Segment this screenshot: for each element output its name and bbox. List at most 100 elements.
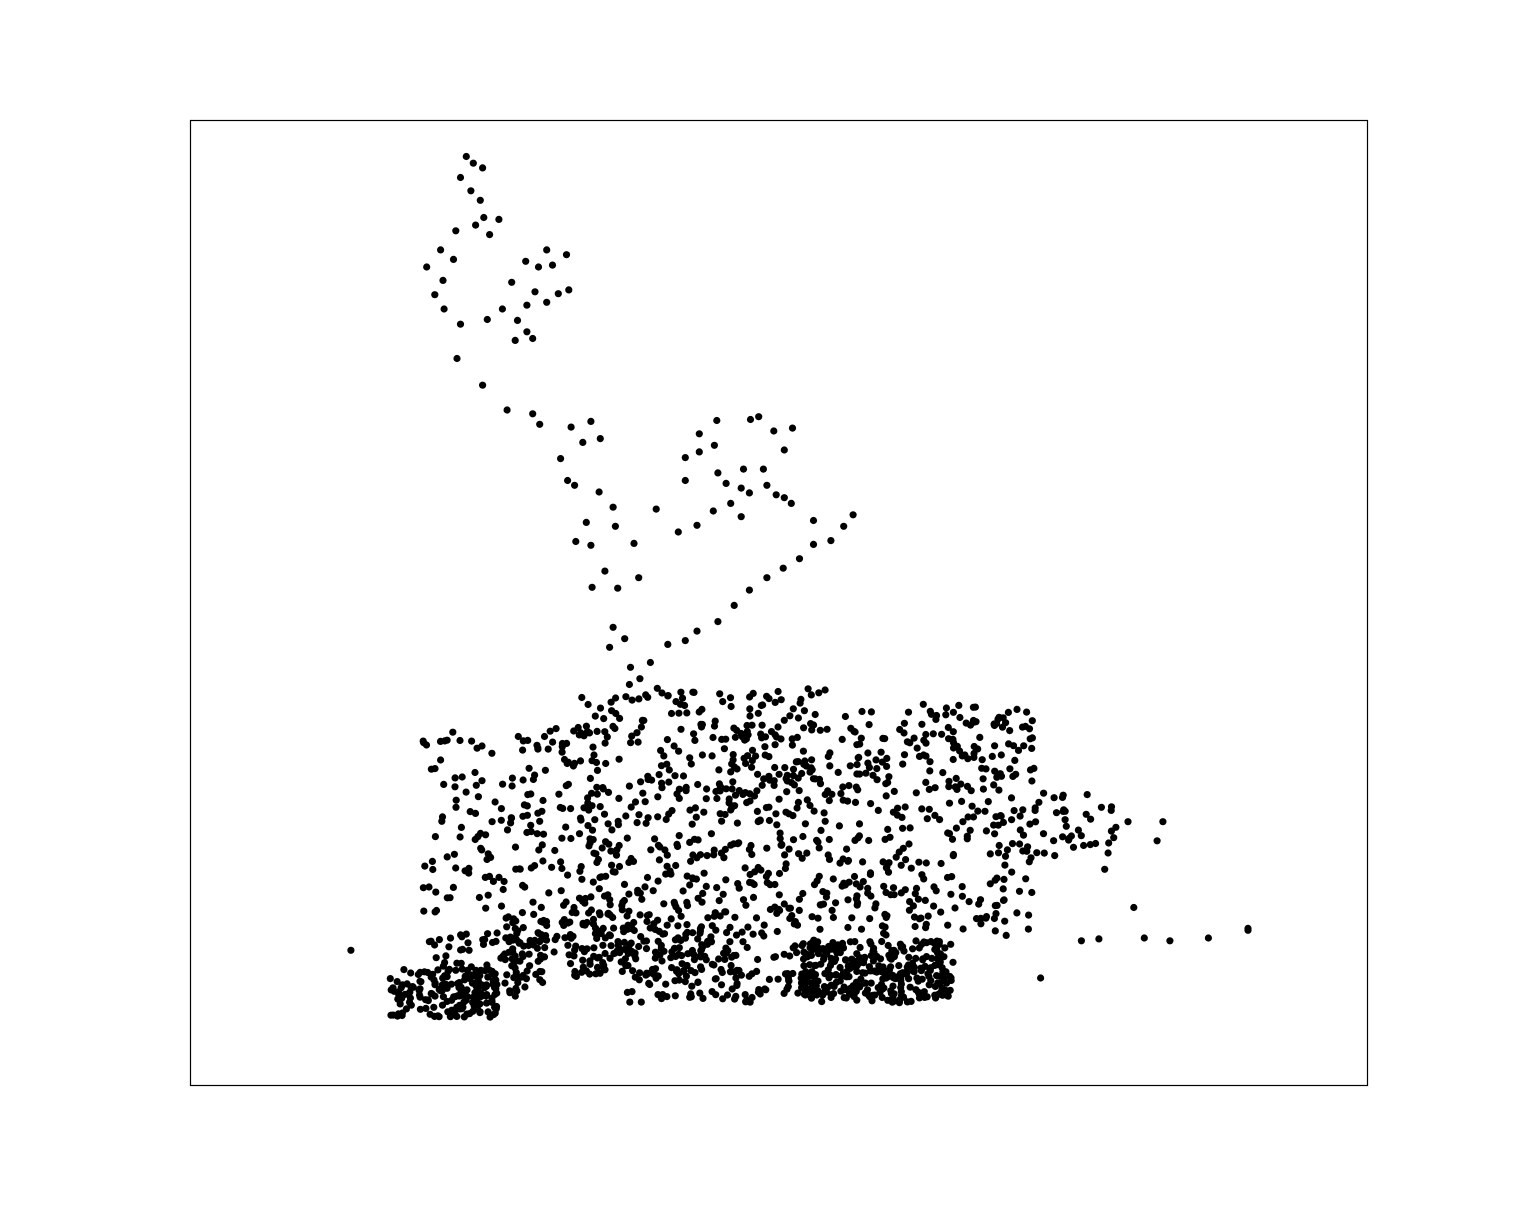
data-point bbox=[713, 794, 721, 803]
data-point bbox=[879, 858, 887, 866]
data-point bbox=[414, 970, 422, 979]
data-point bbox=[678, 694, 687, 702]
data-point bbox=[898, 813, 906, 822]
data-point bbox=[845, 782, 853, 790]
data-point bbox=[539, 978, 547, 987]
data-point bbox=[722, 876, 730, 884]
data-point bbox=[1012, 770, 1020, 778]
data-point bbox=[1083, 791, 1091, 799]
data-point bbox=[422, 741, 431, 749]
data-point bbox=[482, 831, 490, 839]
data-point bbox=[869, 957, 878, 965]
data-point bbox=[890, 953, 899, 961]
data-point bbox=[682, 787, 690, 795]
data-point bbox=[738, 928, 746, 936]
data-point bbox=[584, 794, 592, 802]
data-point bbox=[663, 921, 671, 929]
data-point bbox=[609, 503, 617, 511]
data-point bbox=[722, 785, 730, 793]
data-point bbox=[746, 712, 754, 720]
data-point bbox=[484, 973, 492, 981]
data-point bbox=[951, 783, 959, 791]
data-point bbox=[484, 891, 492, 899]
data-point bbox=[456, 833, 464, 841]
data-point bbox=[958, 883, 966, 891]
data-point bbox=[525, 764, 533, 772]
data-point bbox=[945, 777, 953, 785]
data-point bbox=[642, 937, 651, 945]
data-point bbox=[508, 278, 516, 286]
data-point bbox=[697, 723, 706, 731]
data-point bbox=[588, 757, 596, 765]
data-point bbox=[822, 988, 831, 996]
data-point bbox=[683, 709, 691, 717]
data-point bbox=[576, 757, 585, 765]
data-point bbox=[831, 942, 839, 950]
data-point bbox=[682, 930, 690, 938]
data-point bbox=[741, 736, 749, 744]
data-point bbox=[910, 968, 918, 976]
data-point bbox=[754, 955, 762, 964]
data-point bbox=[829, 875, 837, 883]
data-point bbox=[1024, 925, 1032, 933]
data-point bbox=[641, 798, 649, 806]
data-point bbox=[437, 756, 445, 764]
data-point bbox=[475, 893, 483, 902]
data-point bbox=[1008, 816, 1016, 824]
data-point bbox=[500, 877, 508, 886]
data-point bbox=[787, 779, 796, 787]
data-point bbox=[668, 807, 676, 815]
data-point bbox=[979, 775, 987, 783]
data-point bbox=[811, 710, 819, 719]
data-point bbox=[762, 986, 770, 994]
data-point bbox=[901, 886, 909, 894]
data-point bbox=[489, 877, 497, 886]
data-point bbox=[804, 685, 812, 693]
data-point bbox=[422, 1004, 430, 1013]
data-point bbox=[521, 883, 529, 891]
data-point bbox=[646, 658, 655, 667]
data-point bbox=[614, 938, 622, 946]
data-point bbox=[814, 950, 823, 958]
data-point bbox=[426, 1010, 434, 1018]
data-point bbox=[620, 938, 629, 947]
data-point bbox=[642, 819, 650, 827]
data-point bbox=[798, 970, 806, 978]
data-point bbox=[601, 567, 609, 575]
data-point bbox=[513, 929, 521, 938]
data-point bbox=[416, 1005, 424, 1013]
data-point bbox=[730, 601, 738, 610]
data-point bbox=[770, 427, 778, 435]
data-point bbox=[754, 770, 762, 778]
data-point bbox=[449, 883, 457, 892]
data-point bbox=[441, 959, 449, 967]
data-point bbox=[543, 298, 551, 306]
data-point bbox=[493, 1002, 501, 1011]
data-point bbox=[723, 991, 732, 999]
outlier-point bbox=[1140, 934, 1148, 942]
data-point bbox=[657, 746, 665, 755]
data-point bbox=[1019, 806, 1027, 814]
data-point bbox=[438, 981, 446, 989]
data-point bbox=[828, 906, 836, 915]
data-point bbox=[699, 889, 707, 898]
data-point bbox=[599, 784, 607, 792]
data-point bbox=[799, 832, 807, 841]
data-point bbox=[592, 970, 600, 978]
data-point bbox=[712, 926, 720, 934]
data-point bbox=[671, 992, 679, 1000]
data-point bbox=[651, 835, 659, 843]
data-point bbox=[607, 847, 615, 855]
data-point bbox=[726, 694, 735, 702]
data-point bbox=[445, 943, 453, 951]
data-point bbox=[773, 821, 781, 829]
data-point bbox=[849, 511, 857, 519]
data-point bbox=[546, 727, 554, 735]
data-points bbox=[347, 152, 1252, 1021]
data-point bbox=[859, 858, 867, 866]
data-point bbox=[672, 967, 681, 975]
data-point bbox=[731, 995, 739, 1003]
data-point bbox=[558, 739, 567, 748]
data-point bbox=[425, 883, 433, 891]
data-point bbox=[482, 904, 490, 912]
